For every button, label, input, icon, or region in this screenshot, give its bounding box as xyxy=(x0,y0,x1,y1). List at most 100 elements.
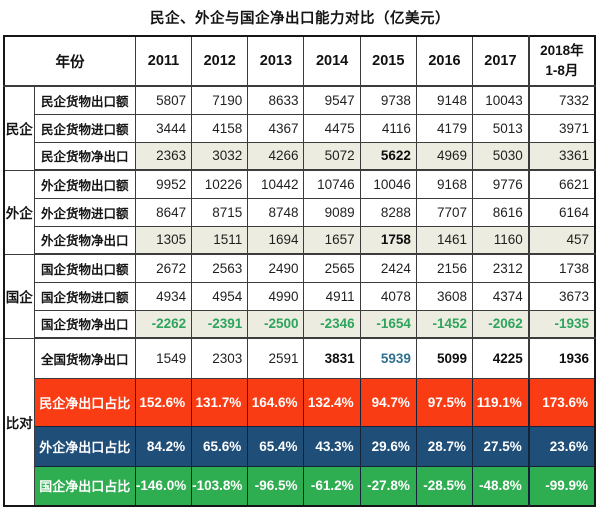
row-minqi-export: 民企 民企货物出口额 5807 7190 8633 9547 9738 9148… xyxy=(3,85,596,171)
pct-cell: 152.6% xyxy=(134,377,193,427)
value-cell: 2490 xyxy=(247,253,305,283)
row-label-waiqi-export: 外企货物出口额 xyxy=(33,169,136,199)
value-cell-negative: -1452 xyxy=(415,309,474,339)
col-header-2018-line1: 2018年 xyxy=(540,43,584,59)
pct-cell: -28.5% xyxy=(415,465,474,507)
value-cell: 2563 xyxy=(191,253,249,283)
group-label-guoqi: 国企 xyxy=(3,253,35,339)
value-cell: 1160 xyxy=(472,225,530,255)
value-cell: 4969 xyxy=(415,141,474,171)
value-cell: 1657 xyxy=(303,225,361,255)
value-cell: 6621 xyxy=(527,169,596,199)
value-cell: 2672 xyxy=(134,253,193,283)
value-cell: 5099 xyxy=(415,337,474,379)
row-label-waiqi-share: 外企净出口占比 xyxy=(33,425,136,467)
row-label-minqi-net: 民企货物净出口 xyxy=(33,141,136,171)
value-cell-negative: -1654 xyxy=(359,309,417,339)
row-national-net: 比对 全国货物净出口 1549 2303 2591 3831 5939 5099… xyxy=(3,337,596,507)
row-waiqi-import: 外企货物进口额 8647 8715 8748 9089 8288 7707 86… xyxy=(4,197,596,227)
row-label-minqi-import: 民企货物进口额 xyxy=(33,113,136,143)
row-guoqi-import: 国企货物进口额 4934 4954 4990 4911 4078 3608 43… xyxy=(4,281,596,311)
row-label-guoqi-export: 国企货物出口额 xyxy=(33,253,136,283)
col-header-2011: 2011 xyxy=(134,35,193,87)
pct-cell: 97.5% xyxy=(415,377,474,427)
row-label-guoqi-net: 国企货物净出口 xyxy=(33,309,136,339)
value-cell: 3608 xyxy=(415,281,474,311)
value-cell: 2312 xyxy=(472,253,530,283)
value-cell: 10043 xyxy=(472,85,530,115)
pct-cell: -146.0% xyxy=(134,465,193,507)
value-cell: 9547 xyxy=(303,85,361,115)
value-cell: 9952 xyxy=(134,169,193,199)
row-waiqi-export: 外企 外企货物出口额 9952 10226 10442 10746 10046 … xyxy=(3,169,596,255)
value-cell-negative: -2062 xyxy=(472,309,530,339)
value-cell: 1738 xyxy=(527,253,596,283)
value-cell: 1305 xyxy=(134,225,193,255)
value-cell: 9168 xyxy=(415,169,474,199)
value-cell: 3361 xyxy=(527,141,596,171)
value-cell: 4475 xyxy=(303,113,361,143)
value-cell: 2424 xyxy=(359,253,417,283)
net-export-comparison-table: 年份 2011 2012 2013 2014 2015 2016 2017 20… xyxy=(3,35,596,507)
value-cell: 9089 xyxy=(303,197,361,227)
row-minqi-net: 民企货物净出口 2363 3032 4266 5072 5622 4969 50… xyxy=(4,141,596,171)
value-cell: 8715 xyxy=(191,197,249,227)
value-cell: 2156 xyxy=(415,253,474,283)
row-guoqi-net: 国企货物净出口 -2262 -2391 -2500 -2346 -1654 -1… xyxy=(4,309,596,339)
value-cell: 4078 xyxy=(359,281,417,311)
pct-cell: 119.1% xyxy=(472,377,530,427)
value-cell: 1461 xyxy=(415,225,474,255)
value-cell-negative: -1935 xyxy=(527,309,596,339)
value-cell: 5072 xyxy=(303,141,361,171)
value-cell-negative: -2500 xyxy=(247,309,305,339)
value-cell-negative: -2262 xyxy=(134,309,193,339)
value-cell: 1936 xyxy=(527,337,596,379)
value-cell: 9148 xyxy=(415,85,474,115)
pct-cell: 27.5% xyxy=(472,425,530,467)
row-label-national-net: 全国货物净出口 xyxy=(33,337,136,379)
value-cell: 4266 xyxy=(247,141,305,171)
value-cell: 4934 xyxy=(134,281,193,311)
row-waiqi-net: 外企货物净出口 1305 1511 1694 1657 1758 1461 11… xyxy=(4,225,596,255)
row-label-minqi-export: 民企货物出口额 xyxy=(33,85,136,115)
value-cell: 5013 xyxy=(472,113,530,143)
pct-cell: -103.8% xyxy=(191,465,249,507)
corner-year-label: 年份 xyxy=(3,35,136,87)
value-cell: 4374 xyxy=(472,281,530,311)
value-cell: 4954 xyxy=(191,281,249,311)
value-cell: 4225 xyxy=(472,337,530,379)
pct-cell: 84.2% xyxy=(134,425,193,467)
value-cell: 3673 xyxy=(527,281,596,311)
col-header-2016: 2016 xyxy=(415,35,474,87)
group-label-minqi: 民企 xyxy=(3,85,35,171)
value-cell: 2363 xyxy=(134,141,193,171)
row-waiqi-share: 外企净出口占比 84.2% 65.6% 65.4% 43.3% 29.6% 28… xyxy=(4,425,596,467)
value-cell: 1549 xyxy=(134,337,193,379)
pct-cell: -27.8% xyxy=(359,465,417,507)
value-cell: 4158 xyxy=(191,113,249,143)
pct-cell: 23.6% xyxy=(527,425,596,467)
pct-cell: 94.7% xyxy=(359,377,417,427)
value-cell: 4911 xyxy=(303,281,361,311)
chart-title: 民企、外企与国企净出口能力对比（亿美元） xyxy=(150,11,450,27)
value-cell: 4990 xyxy=(247,281,305,311)
pct-cell: 65.4% xyxy=(247,425,305,467)
value-cell: 1694 xyxy=(247,225,305,255)
value-cell: 4179 xyxy=(415,113,474,143)
value-cell: 8616 xyxy=(472,197,530,227)
value-cell: 5807 xyxy=(134,85,193,115)
pct-cell: -61.2% xyxy=(303,465,361,507)
pct-cell: 28.7% xyxy=(415,425,474,467)
row-label-waiqi-net: 外企货物净出口 xyxy=(33,225,136,255)
col-header-2012: 2012 xyxy=(191,35,249,87)
row-guoqi-share: 国企净出口占比 -146.0% -103.8% -96.5% -61.2% -2… xyxy=(4,465,596,507)
value-cell: 457 xyxy=(527,225,596,255)
value-cell: 10746 xyxy=(303,169,361,199)
col-header-2013: 2013 xyxy=(247,35,305,87)
pct-cell: -96.5% xyxy=(247,465,305,507)
row-label-minqi-share: 民企净出口占比 xyxy=(33,377,136,427)
value-cell: 3444 xyxy=(134,113,193,143)
col-header-2015: 2015 xyxy=(359,35,417,87)
value-cell-highlight: 5622 xyxy=(359,141,417,171)
